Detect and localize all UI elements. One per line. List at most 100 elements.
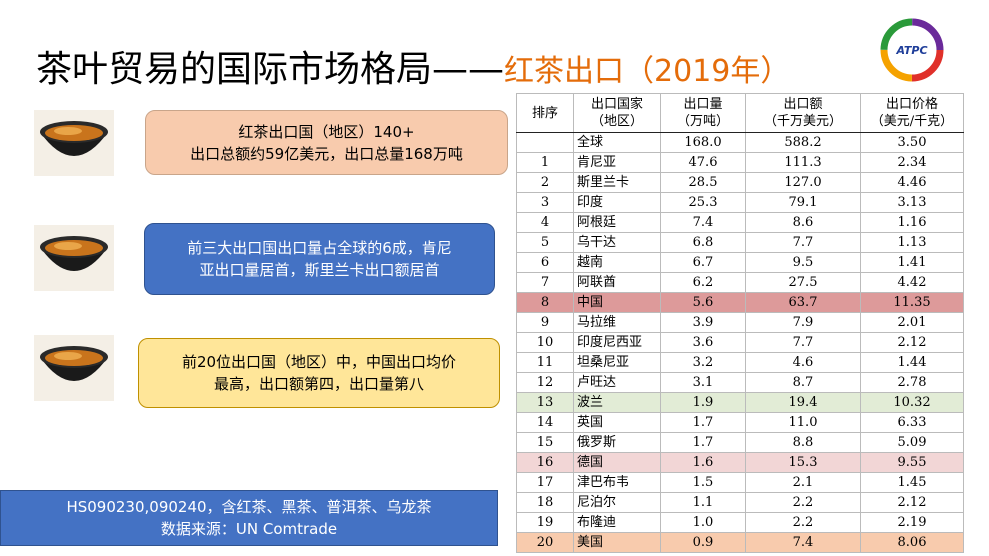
table-cell: 7.9 <box>745 312 861 333</box>
table-cell: 17 <box>516 472 574 493</box>
table-cell: 乌干达 <box>573 232 661 253</box>
table-cell: 阿根廷 <box>573 212 661 233</box>
table-cell: 6.2 <box>660 272 746 293</box>
table-cell: 中国 <box>573 292 661 313</box>
table-cell: 7.4 <box>745 532 861 553</box>
table-cell: 1.7 <box>660 432 746 453</box>
table-cell: 20 <box>516 532 574 553</box>
column-header: 出口国家 （地区） <box>573 93 661 133</box>
table-cell: 全球 <box>573 132 661 153</box>
table-cell: 2 <box>516 172 574 193</box>
table-cell: 1.5 <box>660 472 746 493</box>
table-cell: 19.4 <box>745 392 861 413</box>
table-cell: 1.9 <box>660 392 746 413</box>
header-text: （万吨） <box>676 114 729 129</box>
table-row: 6 越南 6.7 9.5 1.41 <box>516 252 964 273</box>
table-cell: 1.41 <box>860 252 964 273</box>
logo: ATPC <box>880 18 944 82</box>
table-row: 11 坦桑尼亚 3.2 4.6 1.44 <box>516 352 964 373</box>
header-text: 出口价格 <box>885 97 938 112</box>
note-line: 最高，出口额第四，出口量第八 <box>213 375 424 393</box>
table-cell: 3.13 <box>860 192 964 213</box>
note-line: 出口总额约59亿美元，出口总量168万吨 <box>190 144 463 163</box>
header-text: 排序 <box>531 105 558 121</box>
table-cell: 25.3 <box>660 192 746 213</box>
table-row: 1 肯尼亚 47.6 111.3 2.34 <box>516 152 964 173</box>
table-cell: 6 <box>516 252 574 273</box>
table-cell: 11 <box>516 352 574 373</box>
table-cell: 15 <box>516 432 574 453</box>
note-line: 红茶出口国（地区）140+ <box>238 122 415 141</box>
table-cell: 3.2 <box>660 352 746 373</box>
footer-line: 数据来源：UN Comtrade <box>160 520 338 538</box>
tea-cup-image <box>34 335 114 401</box>
tea-cup-image <box>34 225 114 291</box>
table-row: 13 波兰 1.9 19.4 10.32 <box>516 392 964 413</box>
header-text: （千万美元） <box>763 114 842 129</box>
table-cell: 1.13 <box>860 232 964 253</box>
title: 茶叶贸易的国际市场格局——红茶出口（2019年） <box>36 40 790 92</box>
table-cell: 2.12 <box>860 492 964 513</box>
table-row: 17 津巴布韦 1.5 2.1 1.45 <box>516 472 964 493</box>
table-cell: 4.6 <box>745 352 861 373</box>
table-cell: 8 <box>516 292 574 313</box>
column-header: 排序 <box>516 93 574 133</box>
table-cell: 2.1 <box>745 472 861 493</box>
table-cell: 7.7 <box>745 332 861 353</box>
table-cell: 6.7 <box>660 252 746 273</box>
table-cell: 9.55 <box>860 452 964 473</box>
table-row: 7 阿联酋 6.2 27.5 4.42 <box>516 272 964 293</box>
table-row: 5 乌干达 6.8 7.7 1.13 <box>516 232 964 253</box>
table-cell: 津巴布韦 <box>573 472 661 493</box>
table-cell: 2.01 <box>860 312 964 333</box>
header-text: 出口量 <box>683 97 723 112</box>
table-cell: 1.7 <box>660 412 746 433</box>
table-cell: 18 <box>516 492 574 513</box>
table-cell: 2.34 <box>860 152 964 173</box>
table-cell: 19 <box>516 512 574 533</box>
table-cell: 印度 <box>573 192 661 213</box>
table-cell: 16 <box>516 452 574 473</box>
table-row: 14 英国 1.7 11.0 6.33 <box>516 412 964 433</box>
table-row: 4 阿根廷 7.4 8.6 1.16 <box>516 212 964 233</box>
table-cell: 英国 <box>573 412 661 433</box>
table-cell: 3.6 <box>660 332 746 353</box>
footer-line: HS090230,090240，含红茶、黑茶、普洱茶、乌龙茶 <box>66 498 432 516</box>
table-cell: 7.4 <box>660 212 746 233</box>
table-cell: 肯尼亚 <box>573 152 661 173</box>
tea-cup-image <box>34 110 114 176</box>
table-cell: 2.12 <box>860 332 964 353</box>
table-cell: 斯里兰卡 <box>573 172 661 193</box>
table-cell: 9.5 <box>745 252 861 273</box>
table-cell: 5 <box>516 232 574 253</box>
export-table: 排序 出口国家 （地区） 出口量 （万吨） 出口额 （千万美元） 出口价格 （美元/千克） 全球 1… <box>516 93 964 553</box>
table-row: 8 中国 5.6 63.7 11.35 <box>516 292 964 313</box>
header-text: 出口额 <box>783 97 823 112</box>
table-cell: 10 <box>516 332 574 353</box>
table-cell: 坦桑尼亚 <box>573 352 661 373</box>
note-box: 前20位出口国（地区）中，中国出口均价 最高，出口额第四，出口量第八 <box>138 338 500 408</box>
table-cell: 阿联酋 <box>573 272 661 293</box>
table-row: 2 斯里兰卡 28.5 127.0 4.46 <box>516 172 964 193</box>
table-cell: 2.2 <box>745 512 861 533</box>
table-cell: 4 <box>516 212 574 233</box>
table-cell: 3.9 <box>660 312 746 333</box>
table-cell: 12 <box>516 372 574 393</box>
table-cell: 越南 <box>573 252 661 273</box>
table-cell: 1 <box>516 152 574 173</box>
table-cell: 4.42 <box>860 272 964 293</box>
column-header: 出口额 （千万美元） <box>745 93 861 133</box>
header-text: （地区） <box>590 114 643 129</box>
table-row: 12 卢旺达 3.1 8.7 2.78 <box>516 372 964 393</box>
table-cell: 8.8 <box>745 432 861 453</box>
table-cell: 79.1 <box>745 192 861 213</box>
table-cell: 11.35 <box>860 292 964 313</box>
table-cell: 3.1 <box>660 372 746 393</box>
column-header: 出口量 （万吨） <box>660 93 746 133</box>
table-cell: 7 <box>516 272 574 293</box>
table-row: 19 布隆迪 1.0 2.2 2.19 <box>516 512 964 533</box>
table-cell: 11.0 <box>745 412 861 433</box>
title-main: 茶叶贸易的国际市场格局—— <box>36 49 505 90</box>
table-cell: 8.7 <box>745 372 861 393</box>
